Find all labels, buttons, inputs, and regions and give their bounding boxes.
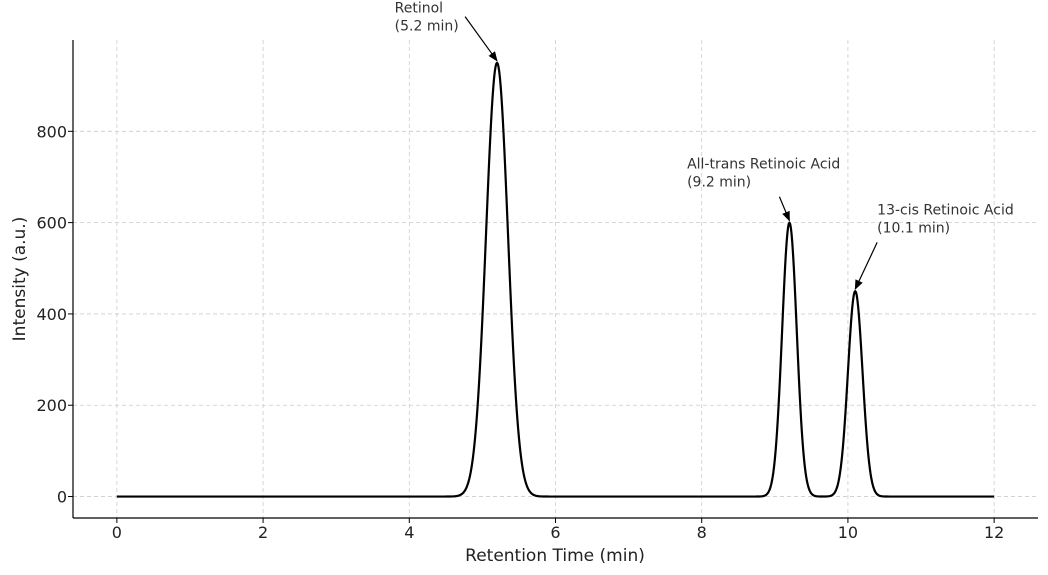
y-tick-label: 0 [57, 488, 67, 507]
annotation-arrow [778, 196, 790, 222]
x-tick-label: 6 [550, 523, 560, 542]
x-tick-label: 4 [404, 523, 414, 542]
series-layer [116, 61, 995, 498]
x-tick-label: 8 [697, 523, 707, 542]
y-tick-label: 200 [36, 396, 67, 415]
peak-annotation: 13-cis Retinoic Acid (10.1 min) [877, 202, 1014, 236]
x-axis-label: Retention Time (min) [465, 546, 645, 566]
peak-annotation: All-trans Retinoic Acid (9.2 min) [687, 157, 840, 191]
y-tick-label: 400 [36, 305, 67, 324]
y-tick-label: 600 [36, 214, 67, 233]
tick-labels: 0 2 4 6 8 10 12 0 200 400 600 800 [36, 122, 1004, 542]
grid-lines [73, 40, 1038, 518]
y-tick-label: 800 [36, 122, 67, 141]
annotation-arrow [464, 16, 498, 62]
x-tick-label: 0 [112, 523, 122, 542]
x-tick-label: 2 [258, 523, 268, 542]
y-axis-label: Intensity (a.u.) [10, 217, 30, 342]
x-tick-label: 10 [838, 523, 858, 542]
peak-annotation: Retinol (5.2 min) [395, 1, 459, 35]
annotations: Retinol (5.2 min) All-trans Retinoic Acid(… [395, 1, 1014, 291]
annotation-arrow [854, 242, 878, 291]
x-tick-label: 12 [984, 523, 1004, 542]
chromatogram-line [116, 61, 995, 498]
